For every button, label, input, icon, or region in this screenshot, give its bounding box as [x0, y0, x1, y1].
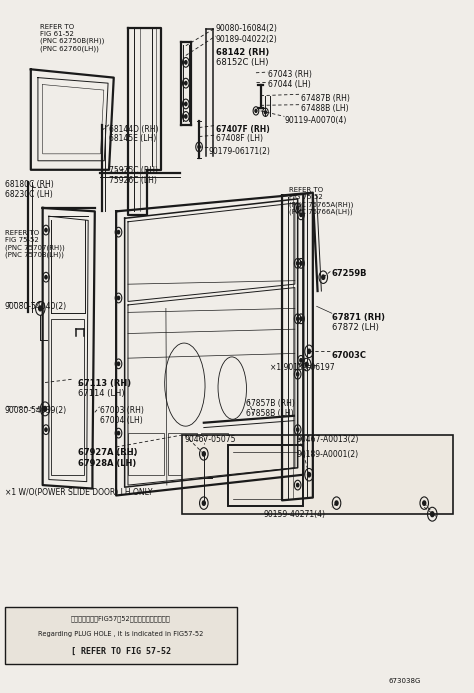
- Circle shape: [308, 473, 310, 477]
- Circle shape: [305, 362, 308, 367]
- Text: [ REFER TO FIG 57-52: [ REFER TO FIG 57-52: [71, 647, 171, 656]
- Text: 67871 (RH): 67871 (RH): [332, 313, 385, 322]
- Text: ×1 90189-06197: ×1 90189-06197: [270, 363, 335, 372]
- Text: 90189-04022(2): 90189-04022(2): [216, 35, 277, 44]
- Circle shape: [185, 103, 187, 105]
- Circle shape: [322, 275, 325, 279]
- Text: 67928A (LH): 67928A (LH): [78, 459, 137, 468]
- Text: 90179-06171(2): 90179-06171(2): [209, 147, 271, 156]
- Circle shape: [264, 111, 266, 114]
- Circle shape: [202, 501, 205, 505]
- Text: 68145E (LH): 68145E (LH): [109, 134, 156, 143]
- Circle shape: [44, 406, 46, 412]
- Circle shape: [45, 276, 47, 279]
- Text: 67407F (RH): 67407F (RH): [216, 125, 269, 134]
- Circle shape: [300, 359, 302, 362]
- Bar: [51, 319, 84, 475]
- Circle shape: [297, 262, 299, 265]
- Text: 67003C: 67003C: [332, 351, 367, 360]
- Text: 90189-A0001(2): 90189-A0001(2): [296, 450, 358, 459]
- Circle shape: [308, 349, 310, 353]
- Text: 90159-40271(4): 90159-40271(4): [263, 510, 325, 519]
- Circle shape: [300, 317, 302, 320]
- Circle shape: [185, 61, 187, 64]
- Circle shape: [300, 213, 302, 216]
- Text: 67872 (LH): 67872 (LH): [332, 323, 379, 332]
- Text: 67488B (LH): 67488B (LH): [301, 104, 348, 113]
- Text: 67858B (LH): 67858B (LH): [246, 409, 294, 418]
- Circle shape: [297, 484, 299, 486]
- Bar: [168, 433, 197, 475]
- Text: 67113 (RH): 67113 (RH): [78, 379, 131, 388]
- Text: REFER TO
FIG 61-52
(PNC 62750B(RH))
(PNC 62760(LH)): REFER TO FIG 61-52 (PNC 62750B(RH)) (PNC…: [40, 24, 105, 51]
- Text: プラグホールはFIG57－52に記載してあります。: プラグホールはFIG57－52に記載してあります。: [71, 615, 171, 622]
- Text: 75926C (LH): 75926C (LH): [109, 176, 157, 185]
- Text: 90119-A0070(4): 90119-A0070(4): [284, 116, 347, 125]
- Circle shape: [118, 362, 119, 365]
- Text: 90080-54040(2): 90080-54040(2): [5, 302, 67, 311]
- Text: 68230C (LH): 68230C (LH): [5, 190, 53, 199]
- Text: 90080-16084(2): 90080-16084(2): [216, 24, 278, 33]
- Circle shape: [118, 432, 119, 435]
- Circle shape: [185, 115, 187, 118]
- Circle shape: [297, 428, 299, 431]
- Circle shape: [255, 109, 257, 112]
- Circle shape: [118, 297, 119, 299]
- Circle shape: [423, 501, 426, 505]
- Text: 75925C (RH): 75925C (RH): [109, 166, 158, 175]
- Circle shape: [297, 207, 299, 209]
- Text: REFER TO
FIG 75-52
(PNC 75707(RH))
(PNC 75708(LH)): REFER TO FIG 75-52 (PNC 75707(RH)) (PNC …: [5, 230, 64, 258]
- Bar: [201, 433, 228, 475]
- Circle shape: [185, 82, 187, 85]
- Bar: [228, 445, 303, 506]
- Circle shape: [430, 511, 434, 517]
- Text: 67408F (LH): 67408F (LH): [216, 134, 263, 143]
- Text: 67927A (RH): 67927A (RH): [78, 448, 138, 457]
- Circle shape: [335, 501, 338, 505]
- Bar: [182, 435, 453, 514]
- Text: 68144D (RH): 68144D (RH): [109, 125, 158, 134]
- Text: 67004 (LH): 67004 (LH): [100, 416, 142, 425]
- Text: REFER TO
FIG 75-52
(PNC 75765A(RH))
(PNC 75766A(LH)): REFER TO FIG 75-52 (PNC 75765A(RH)) (PNC…: [289, 187, 354, 215]
- Text: 68180C (RH): 68180C (RH): [5, 180, 54, 189]
- Text: 90080-54039(2): 90080-54039(2): [5, 406, 67, 415]
- Text: 67003 (RH): 67003 (RH): [100, 406, 144, 415]
- Text: 67114 (LH): 67114 (LH): [78, 389, 125, 398]
- Circle shape: [297, 373, 299, 376]
- Text: 67044 (LH): 67044 (LH): [268, 80, 310, 89]
- Text: 68152C (LH): 68152C (LH): [216, 58, 268, 67]
- Bar: [128, 433, 164, 475]
- Text: 90467-A0013(2): 90467-A0013(2): [296, 435, 359, 444]
- Bar: [5, 607, 237, 664]
- Circle shape: [39, 306, 42, 310]
- Circle shape: [45, 229, 47, 231]
- Text: 67487B (RH): 67487B (RH): [301, 94, 350, 103]
- Text: 67043 (RH): 67043 (RH): [268, 70, 312, 79]
- Text: Regarding PLUG HOLE , it is indicated in FIG57-52: Regarding PLUG HOLE , it is indicated in…: [38, 631, 203, 638]
- Text: 67857B (RH): 67857B (RH): [246, 399, 295, 408]
- Text: 90467-05075: 90467-05075: [185, 435, 237, 444]
- Text: 673038G: 673038G: [389, 678, 421, 684]
- Circle shape: [297, 317, 299, 320]
- Text: ×1 W/O(POWER SLIDE DOOR) LH ONLY: ×1 W/O(POWER SLIDE DOOR) LH ONLY: [5, 488, 152, 497]
- Circle shape: [45, 428, 47, 431]
- Text: 67259B: 67259B: [332, 269, 367, 278]
- Circle shape: [300, 262, 302, 265]
- Circle shape: [198, 146, 200, 148]
- Text: 68142 (RH): 68142 (RH): [216, 48, 269, 57]
- Circle shape: [118, 231, 119, 234]
- Circle shape: [202, 452, 205, 456]
